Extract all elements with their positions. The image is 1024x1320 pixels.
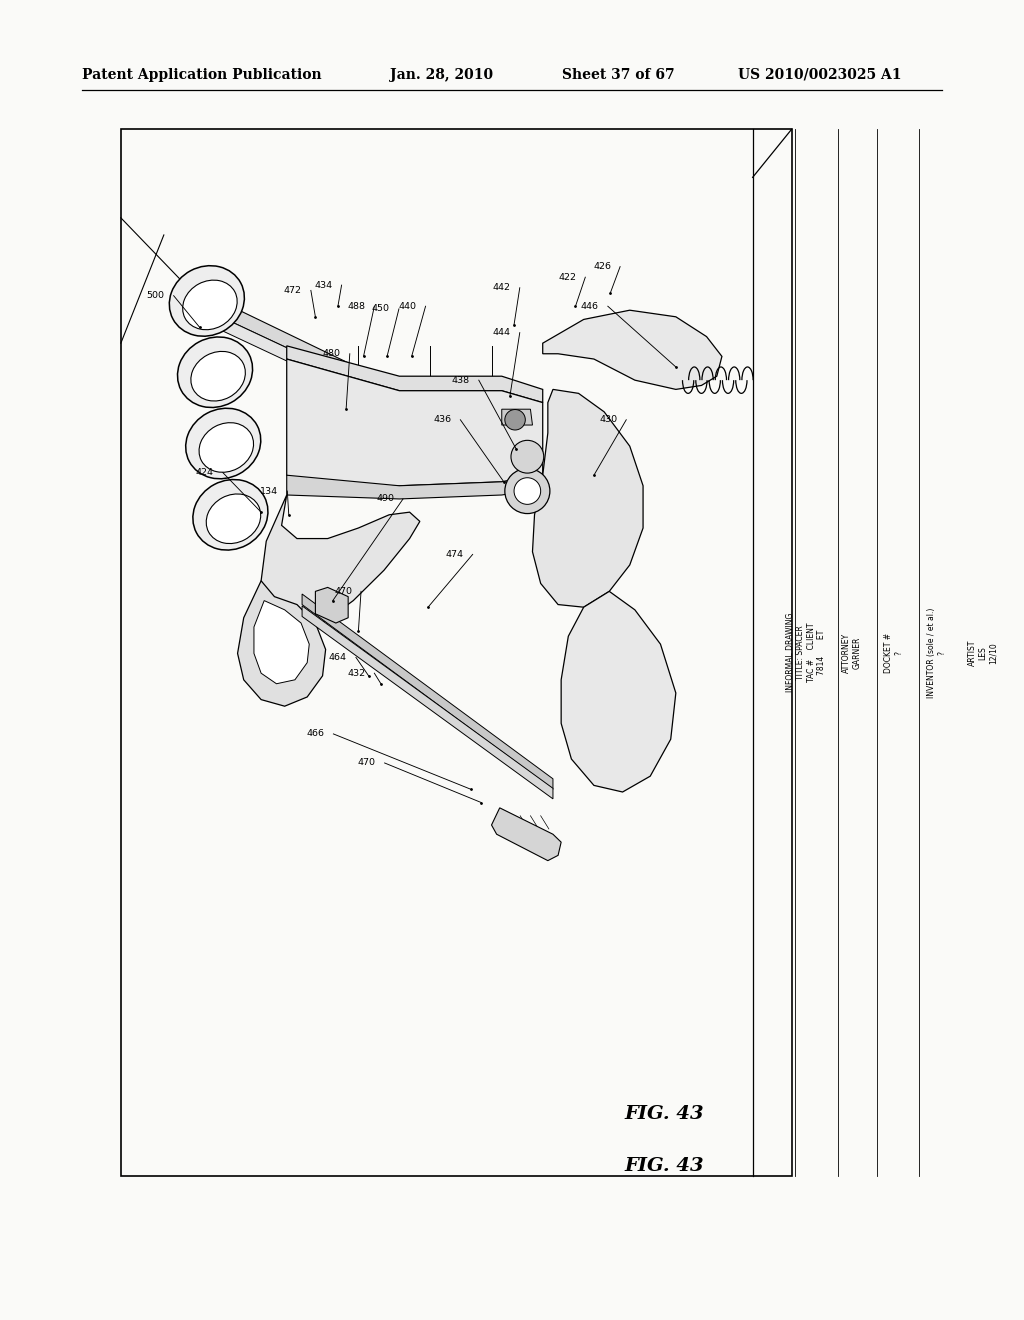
Text: INFORMAL DRAWING
TITLE: SPACER
TAC #    CLIENT
7814       ET: INFORMAL DRAWING TITLE: SPACER TAC # CLI… <box>785 612 826 693</box>
Polygon shape <box>287 346 543 403</box>
Text: 432: 432 <box>347 669 366 677</box>
Text: 430: 430 <box>599 416 617 424</box>
Text: 436: 436 <box>433 416 452 424</box>
Text: 446: 446 <box>581 302 599 310</box>
Text: 474: 474 <box>445 550 464 558</box>
Text: 488: 488 <box>347 302 366 310</box>
Polygon shape <box>261 495 420 627</box>
Polygon shape <box>532 389 643 607</box>
Polygon shape <box>193 288 399 400</box>
Text: US 2010/0023025 A1: US 2010/0023025 A1 <box>738 69 901 82</box>
Text: INVENTOR (sole / et al.)
?: INVENTOR (sole / et al.) ? <box>928 607 946 698</box>
Polygon shape <box>254 601 309 684</box>
Polygon shape <box>238 581 326 706</box>
Text: 450: 450 <box>372 305 390 313</box>
Polygon shape <box>287 475 543 499</box>
Polygon shape <box>302 594 553 789</box>
Circle shape <box>514 478 541 504</box>
Circle shape <box>505 469 550 513</box>
Ellipse shape <box>177 337 253 408</box>
Text: Sheet 37 of 67: Sheet 37 of 67 <box>562 69 675 82</box>
Text: 422: 422 <box>558 273 577 281</box>
Text: 500: 500 <box>146 292 165 300</box>
Polygon shape <box>315 587 348 623</box>
Text: 480: 480 <box>323 350 341 358</box>
Ellipse shape <box>182 280 238 330</box>
Text: 472: 472 <box>284 286 302 294</box>
Polygon shape <box>543 310 722 389</box>
Text: 426: 426 <box>593 263 611 271</box>
Text: 434: 434 <box>314 281 333 289</box>
Text: 444: 444 <box>493 329 511 337</box>
Text: 470: 470 <box>357 759 376 767</box>
Ellipse shape <box>206 494 261 544</box>
Ellipse shape <box>199 422 254 473</box>
Text: 470: 470 <box>334 587 352 595</box>
Text: 134: 134 <box>260 487 279 495</box>
Ellipse shape <box>185 408 261 479</box>
Text: 424: 424 <box>196 469 214 477</box>
Ellipse shape <box>193 479 268 550</box>
Polygon shape <box>302 606 553 799</box>
Polygon shape <box>502 409 532 425</box>
Text: 442: 442 <box>493 284 511 292</box>
Bar <box>121 129 792 1176</box>
Text: FIG. 43: FIG. 43 <box>625 1105 705 1123</box>
Polygon shape <box>287 359 543 486</box>
Ellipse shape <box>190 351 246 401</box>
Ellipse shape <box>169 265 245 337</box>
Text: 440: 440 <box>398 302 417 310</box>
Text: Patent Application Publication: Patent Application Publication <box>82 69 322 82</box>
Circle shape <box>511 441 544 473</box>
Polygon shape <box>193 304 399 412</box>
Text: 466: 466 <box>306 730 325 738</box>
Text: 438: 438 <box>452 376 470 384</box>
Polygon shape <box>561 591 676 792</box>
Circle shape <box>505 409 525 430</box>
Text: 464: 464 <box>329 653 347 661</box>
Text: ARTIST
LES
12/10: ARTIST LES 12/10 <box>968 640 998 665</box>
Text: FIG. 43: FIG. 43 <box>625 1156 705 1175</box>
Text: DOCKET #
?: DOCKET # ? <box>885 632 903 673</box>
Polygon shape <box>492 808 561 861</box>
Text: Jan. 28, 2010: Jan. 28, 2010 <box>390 69 494 82</box>
Text: ATTORNEY
GARNER: ATTORNEY GARNER <box>843 632 861 673</box>
Text: 490: 490 <box>376 495 394 503</box>
